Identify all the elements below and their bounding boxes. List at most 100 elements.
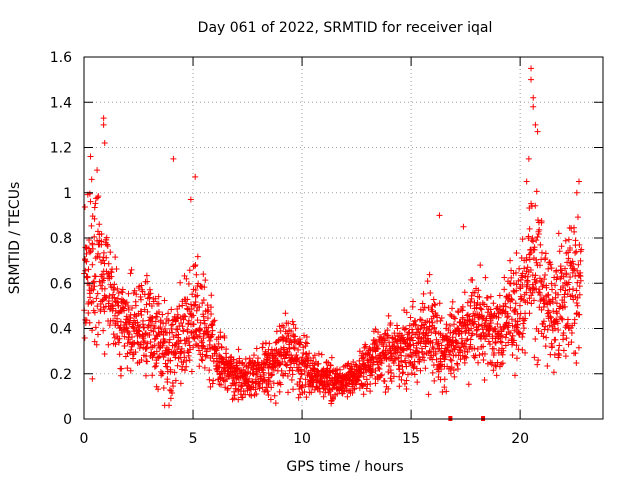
data-point <box>565 279 572 286</box>
data-point <box>155 308 162 315</box>
data-point <box>442 353 449 360</box>
data-point <box>538 249 545 256</box>
data-point <box>551 325 558 332</box>
tick-labels: 0 0.2 0.4 0.6 0.8 1 1.2 1.4 1.6 0 5 10 15 20 <box>50 50 529 447</box>
data-point <box>519 236 526 243</box>
data-point <box>529 235 536 242</box>
data-point <box>135 327 142 334</box>
data-point <box>296 361 303 368</box>
data-point <box>193 307 200 314</box>
data-point <box>279 334 286 341</box>
data-point <box>94 331 101 338</box>
data-point <box>526 256 533 263</box>
data-point <box>562 265 569 272</box>
data-point <box>236 355 243 362</box>
data-point <box>280 337 287 344</box>
data-point <box>507 304 514 311</box>
data-point <box>147 339 154 346</box>
data-point <box>492 362 499 369</box>
data-point <box>569 285 576 292</box>
data-point <box>568 225 575 232</box>
data-point <box>125 336 132 343</box>
data-point <box>570 261 577 268</box>
data-point <box>403 377 410 384</box>
data-point <box>112 254 119 261</box>
data-point <box>91 338 98 345</box>
data-point <box>572 273 579 280</box>
data-point <box>535 357 542 364</box>
data-point <box>430 296 437 303</box>
data-point <box>362 343 369 350</box>
data-point <box>396 373 403 380</box>
data-point <box>566 286 573 293</box>
data-point <box>208 322 215 329</box>
data-point <box>546 309 553 316</box>
data-point <box>384 327 391 334</box>
data-point <box>290 321 297 328</box>
data-point <box>328 354 335 361</box>
data-point <box>533 256 540 263</box>
data-point <box>400 369 407 376</box>
data-point <box>120 297 127 304</box>
data-point <box>447 311 454 318</box>
data-point <box>146 332 153 338</box>
data-point <box>474 345 481 352</box>
data-point <box>572 350 579 357</box>
data-point <box>137 293 144 300</box>
y-tick-label: 0.8 <box>50 231 72 247</box>
data-point <box>412 321 419 328</box>
data-point <box>280 344 287 351</box>
data-point <box>85 309 92 316</box>
data-point <box>296 378 303 385</box>
data-point <box>141 339 148 346</box>
data-point <box>468 295 475 302</box>
data-point <box>432 328 439 335</box>
chart-title: Day 061 of 2022, SRMTID for receiver iqa… <box>198 20 493 36</box>
data-point <box>250 352 257 359</box>
data-point <box>267 378 274 385</box>
data-point <box>535 328 542 335</box>
data-point <box>94 228 101 235</box>
data-point <box>91 215 98 222</box>
data-point <box>514 311 521 318</box>
data-point <box>199 339 206 346</box>
data-point <box>562 237 569 244</box>
data-point <box>490 300 497 307</box>
data-point <box>447 370 454 377</box>
data-point <box>431 301 438 308</box>
data-point <box>144 340 151 347</box>
data-point <box>206 367 213 374</box>
data-point <box>441 384 448 391</box>
data-point <box>179 323 186 330</box>
data-point <box>410 342 417 349</box>
data-point <box>524 299 531 306</box>
data-point <box>219 355 226 362</box>
data-point <box>183 275 190 282</box>
data-point <box>177 337 184 344</box>
data-point <box>407 341 414 348</box>
data-point <box>125 306 132 313</box>
data-point <box>174 362 181 369</box>
data-point <box>85 266 92 273</box>
data-point <box>150 351 157 358</box>
data-point <box>370 359 377 366</box>
data-point <box>471 345 478 352</box>
data-point <box>345 360 352 367</box>
data-point <box>403 363 410 370</box>
data-point <box>112 341 119 348</box>
data-point <box>387 375 394 382</box>
data-point <box>573 248 580 255</box>
data-point <box>459 316 466 323</box>
data-point <box>183 363 190 370</box>
data-point <box>525 233 532 240</box>
data-point <box>131 287 138 294</box>
data-point <box>265 381 272 388</box>
data-point <box>461 359 468 366</box>
data-point <box>105 260 112 267</box>
data-point <box>115 339 122 346</box>
data-point <box>277 381 284 388</box>
data-point <box>408 326 415 333</box>
data-point <box>230 356 237 363</box>
data-point <box>297 366 304 373</box>
data-point <box>437 317 444 324</box>
